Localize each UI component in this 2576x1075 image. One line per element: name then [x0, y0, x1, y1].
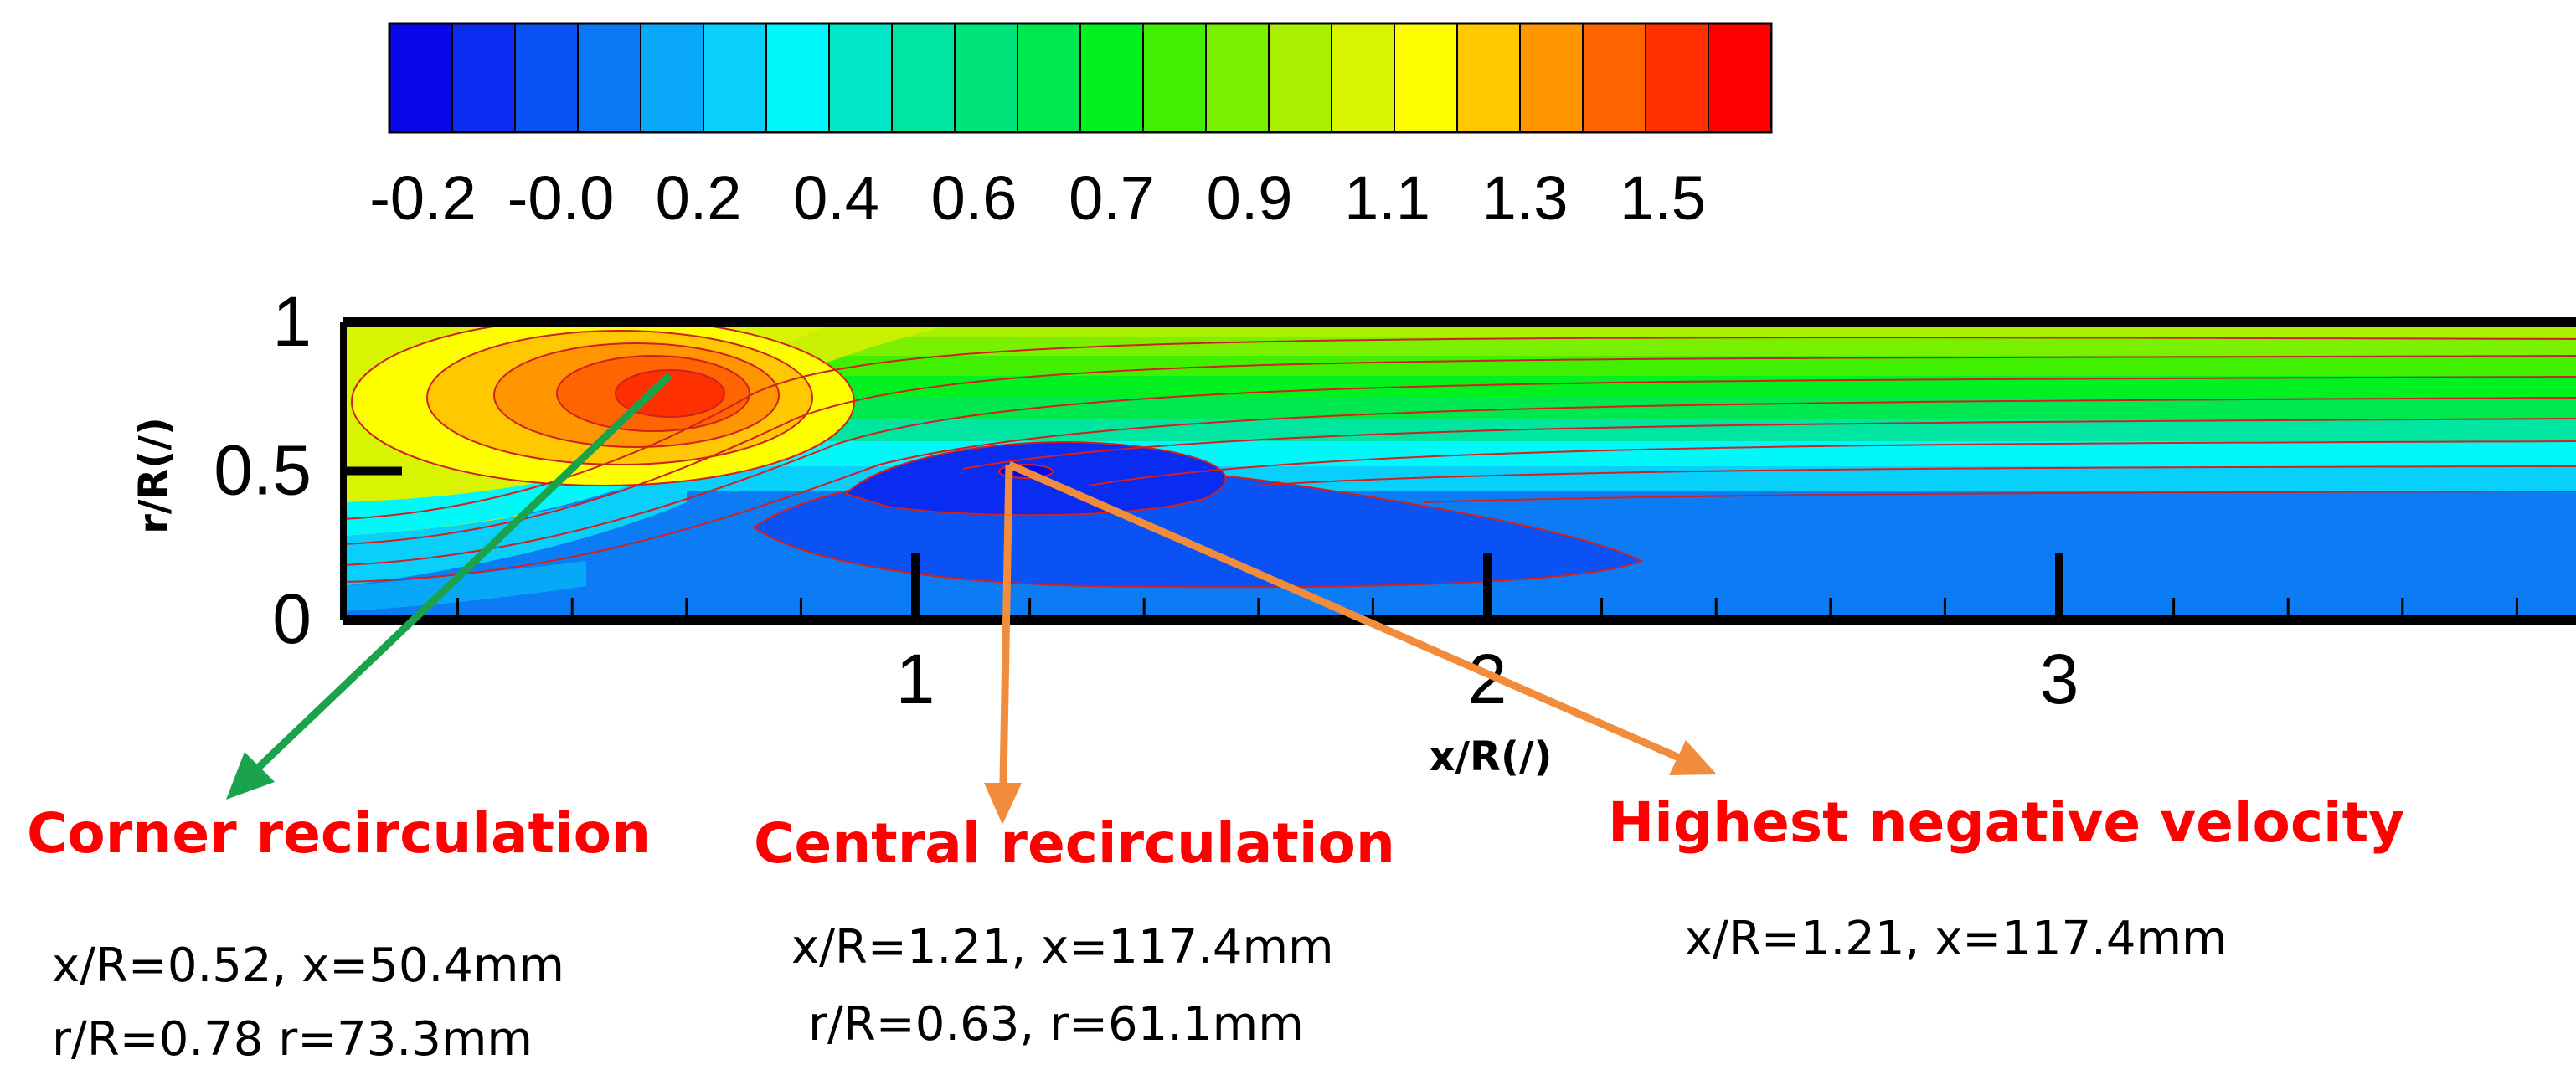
colorbar-tick-label: 0.6: [931, 163, 1018, 233]
contour-plot-area: [343, 322, 2576, 620]
corner-annotation-line: r/R=0.78 r=73.3mm: [52, 1012, 533, 1067]
colorbar-cell: [765, 23, 831, 133]
x-tick-label: 1: [896, 640, 935, 718]
colorbar-tick-label: 0.4: [793, 163, 879, 233]
colorbar-cell: [1142, 23, 1208, 133]
colorbar-cell: [640, 23, 705, 133]
colorbar-cell: [954, 23, 1019, 133]
colorbar-cell: [1017, 23, 1082, 133]
highest-negative-arrowhead: [1669, 740, 1717, 775]
colorbar-tick-label: 0.2: [656, 163, 742, 233]
colorbar-cell: [1708, 23, 1773, 133]
annotation-arrows: [226, 372, 1717, 825]
colorbar-tick-label: -0.2: [369, 163, 477, 233]
colorbar-cell: [1456, 23, 1522, 133]
colorbar-cell: [891, 23, 956, 133]
colorbar-tick-label: 0.7: [1069, 163, 1155, 233]
colorbar-tick-label: 0.9: [1207, 163, 1293, 233]
central-arrowhead: [984, 783, 1022, 825]
contour-line: [1255, 465, 2576, 486]
wall-band: [343, 561, 586, 611]
colorbar-tick-label: -0.0: [507, 163, 615, 233]
contour-line: [1088, 440, 2576, 486]
contour-line: [343, 376, 2576, 566]
contour-line: [343, 355, 2576, 545]
highest-negative-arrow: [1007, 460, 1681, 762]
colorbar-cell: [703, 23, 768, 133]
colorbar-cell: [1519, 23, 1584, 133]
highest-negative-annotation-title: Highest negative velocity: [1608, 790, 2404, 855]
y-tick-label: 0.5: [214, 431, 312, 510]
colorbar-cell: [389, 23, 454, 133]
colorbar-cell: [451, 23, 517, 133]
corner-arrowhead: [226, 752, 275, 800]
y-axis-label: r/R(/): [131, 417, 178, 534]
corner-annotation-title: Corner recirculation: [27, 801, 651, 866]
contour-line: [343, 397, 2576, 583]
colorbar-tick-label: 1.5: [1620, 163, 1706, 233]
colorbar-frame: [388, 22, 1773, 134]
colorbar-tick-label: 1.3: [1482, 163, 1569, 233]
corner-arrow: [248, 372, 673, 778]
central-annotation-line: r/R=0.63, r=61.1mm: [808, 997, 1304, 1052]
contour-line: [1423, 491, 2576, 503]
colorbar-cell: [1079, 23, 1145, 133]
colorbar: [388, 22, 1773, 134]
central-arrow: [999, 464, 1013, 784]
colorbar-cell: [1268, 23, 1333, 133]
colorbar-cell: [1205, 23, 1270, 133]
colorbar-cell: [1582, 23, 1647, 133]
contour-line: [962, 418, 2576, 470]
colorbar-cell: [577, 23, 642, 133]
colorbar-cell: [1331, 23, 1396, 133]
axis-ticks: 1 2 300.51: [214, 282, 2518, 718]
y-tick-label: 1: [272, 282, 312, 361]
highest-negative-annotation-line: x/R=1.21, x=117.4mm: [1685, 912, 2228, 966]
corner-annotation-line: x/R=0.52, x=50.4mm: [52, 939, 564, 993]
colorbar-cell: [828, 23, 894, 133]
colorbar-cell: [1645, 23, 1710, 133]
contour-band: [343, 337, 2576, 356]
central-annotation-title: Central recirculation: [754, 811, 1395, 876]
colorbar-cell: [1394, 23, 1459, 133]
colorbar-tick-labels: -0.2 -0.0 0.2 0.4 0.6 0.7 0.9 1.1 1.3 1.5: [369, 163, 1706, 233]
x-axis-label: x/R(/): [1430, 733, 1553, 780]
colorbar-cell: [514, 23, 580, 133]
central-annotation-line: x/R=1.21, x=117.4mm: [791, 920, 1334, 975]
y-tick-label: 0: [272, 579, 312, 658]
x-tick-label: 3: [2040, 640, 2079, 718]
colorbar-tick-label: 1.1: [1344, 163, 1430, 233]
